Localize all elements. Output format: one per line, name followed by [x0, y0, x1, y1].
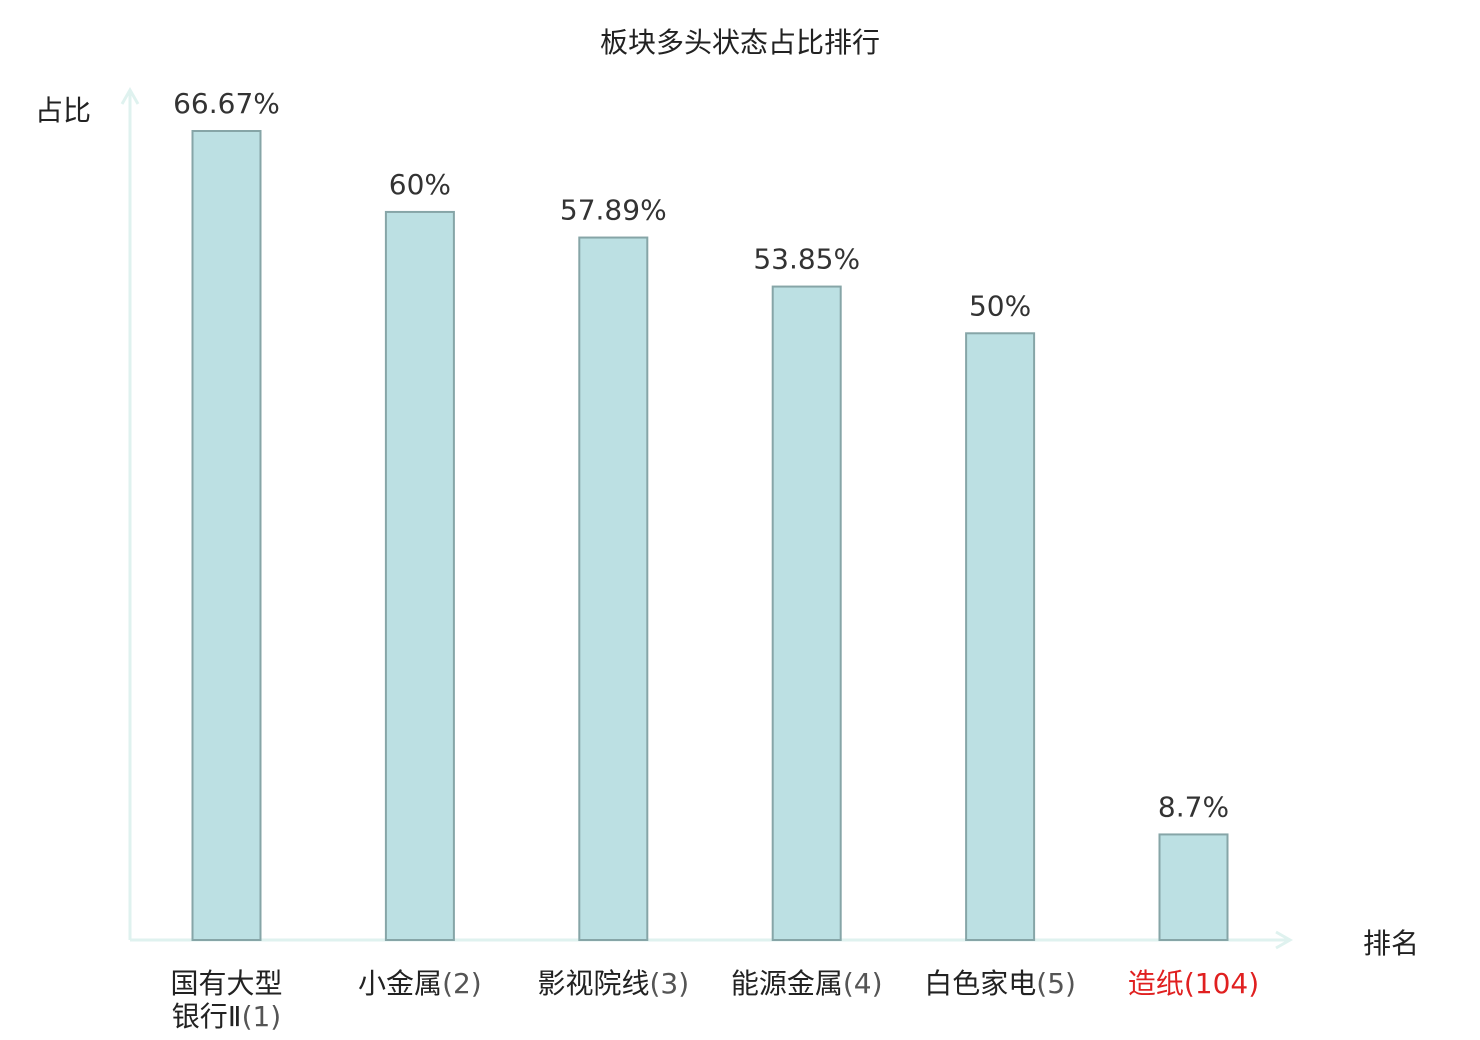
category-label-2: 小金属(2) [358, 967, 482, 1000]
axes [120, 86, 1294, 950]
value-label-4: 53.85% [753, 243, 860, 276]
category-name: 银行Ⅱ [172, 1000, 242, 1033]
bar-1 [191, 130, 262, 941]
y-axis-arrow [120, 86, 140, 105]
category-rank: (3) [649, 967, 689, 1000]
value-label-5: 50% [969, 289, 1031, 322]
category-name: 小金属 [358, 967, 442, 1000]
category-rank: (2) [442, 967, 482, 1000]
value-label-3: 57.89% [560, 194, 667, 227]
category-rank: (1) [242, 1000, 282, 1033]
bar-2 [384, 210, 455, 941]
value-labels-group: 66.67% 60% 57.89% 53.85% 50% 8.7% [173, 87, 1229, 823]
x-axis-arrow [1275, 930, 1294, 950]
category-label-4: 能源金属(4) [731, 967, 883, 1000]
bar-3 [578, 236, 649, 941]
bars-group [191, 130, 1229, 942]
category-name: 造纸 [1128, 967, 1184, 1000]
category-rank: (104) [1184, 967, 1259, 1000]
category-rank: (4) [843, 967, 883, 1000]
category-label-6: 造纸(104) [1128, 967, 1259, 1000]
category-label-1-line-2: 银行Ⅱ(1) [172, 1000, 281, 1033]
bar-4 [771, 285, 842, 941]
category-name: 国有大型 [170, 967, 282, 1000]
chart-title: 板块多头状态占比排行 [600, 26, 880, 59]
bar-5 [965, 332, 1036, 941]
category-rank: (5) [1036, 967, 1076, 1000]
value-label-1: 66.67% [173, 87, 280, 120]
value-label-6: 8.7% [1158, 790, 1229, 823]
bar-6 [1158, 833, 1229, 942]
category-name: 白色家电 [924, 967, 1036, 1000]
category-label-1-line-1: 国有大型 [170, 967, 282, 1000]
x-axis-label: 排名 [1363, 927, 1419, 960]
value-label-2: 60% [389, 168, 451, 201]
category-label-5: 白色家电(5) [924, 967, 1076, 1000]
y-axis-label: 占比 [35, 94, 91, 127]
category-name: 影视院线 [537, 967, 649, 1000]
category-name: 能源金属 [731, 967, 843, 1000]
category-label-3: 影视院线(3) [537, 967, 689, 1000]
